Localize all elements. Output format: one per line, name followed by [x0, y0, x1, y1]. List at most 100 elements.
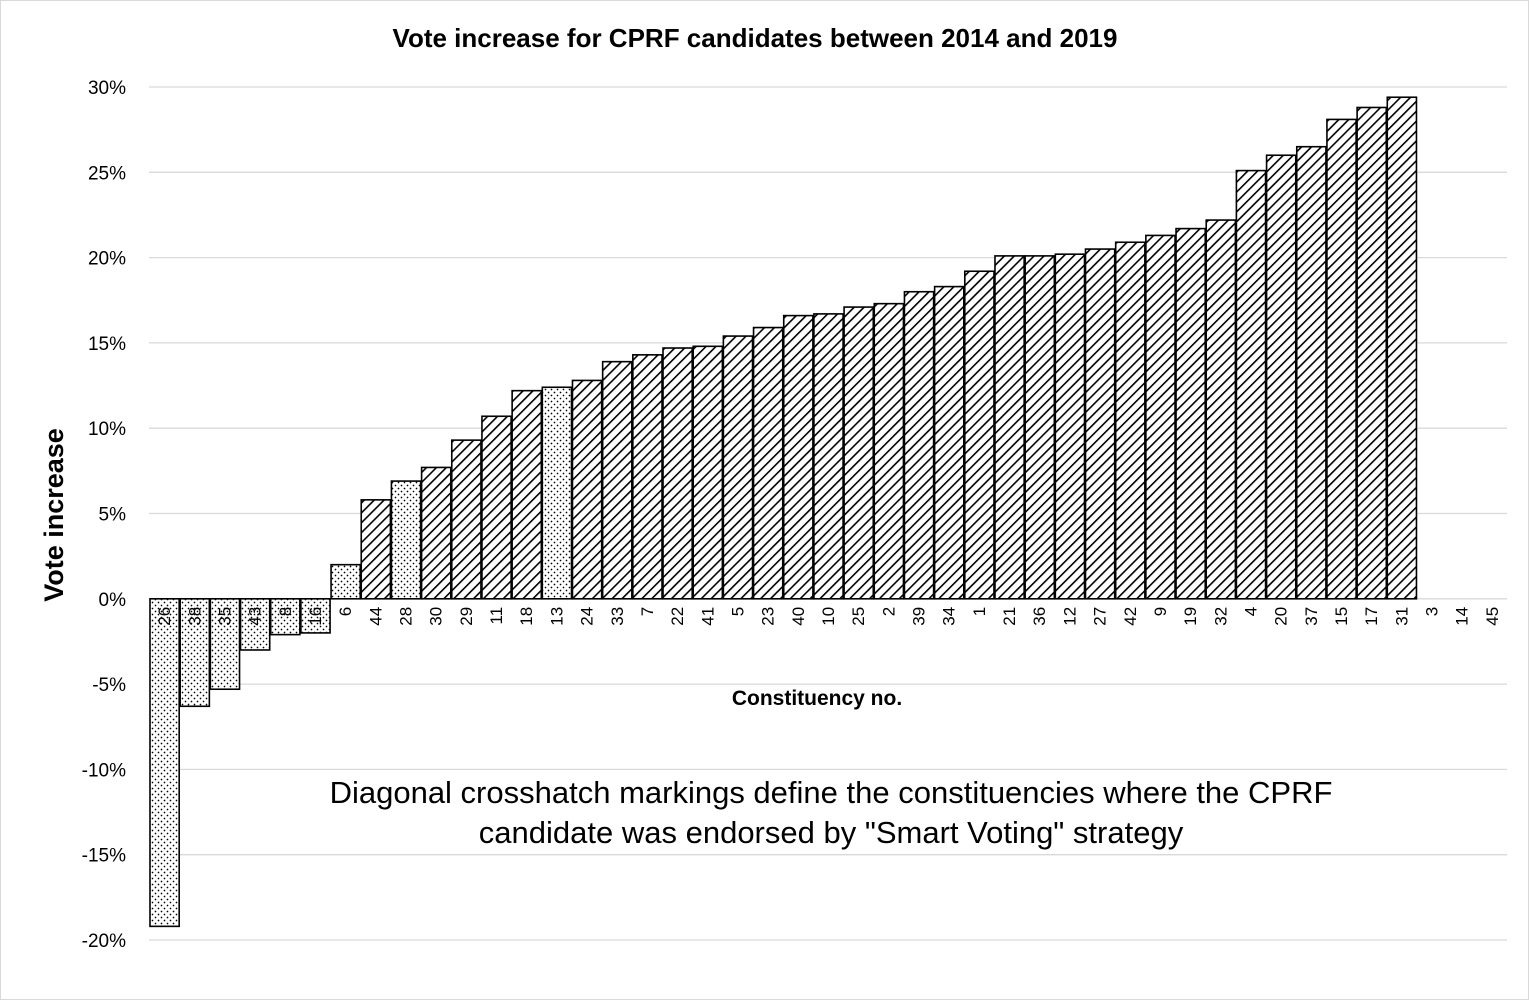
y-tick-label: -15%	[82, 846, 126, 867]
bar-19	[1175, 227, 1207, 600]
bar-27	[1084, 248, 1116, 600]
category-label-15: 15	[1332, 607, 1351, 626]
category-label-3: 3	[1423, 607, 1442, 616]
bars	[149, 96, 1418, 928]
bar-42	[1114, 241, 1146, 600]
y-tick-label: 10%	[88, 419, 126, 440]
category-label-16: 16	[306, 607, 325, 626]
category-label-13: 13	[547, 607, 566, 626]
bar-23	[752, 326, 784, 600]
category-label-36: 36	[1030, 607, 1049, 626]
category-label-12: 12	[1060, 607, 1079, 626]
category-label-42: 42	[1121, 607, 1140, 626]
bar-6	[330, 563, 362, 600]
annotation-line-1: Diagonal crosshatch markings define the …	[330, 775, 1333, 810]
category-label-33: 33	[608, 607, 627, 626]
bar-32	[1205, 219, 1237, 600]
category-label-20: 20	[1272, 607, 1291, 626]
bar-5	[722, 335, 754, 600]
category-label-26: 26	[155, 607, 174, 626]
bar-4	[1235, 169, 1267, 600]
category-label-23: 23	[759, 607, 778, 626]
bar-39	[903, 290, 935, 600]
x-axis-title: Constituency no.	[732, 687, 902, 710]
bar-8	[269, 597, 301, 636]
y-tick-label: 5%	[99, 505, 127, 526]
y-tick-labels: 30% 25% 20% 15% 10% 5% 0% -5% -10% -15% -20%	[82, 78, 126, 952]
y-tick-label: 25%	[88, 163, 126, 184]
bar-9	[1145, 234, 1176, 600]
bar-25	[843, 306, 875, 600]
category-label-6: 6	[336, 607, 355, 616]
category-label-11: 11	[487, 607, 506, 625]
category-label-40: 40	[789, 607, 808, 626]
bar-11	[481, 415, 512, 600]
bar-2	[873, 302, 905, 600]
category-label-14: 14	[1453, 607, 1472, 626]
bar-17	[1356, 106, 1388, 600]
bar-38	[179, 597, 211, 708]
bar-15	[1326, 118, 1357, 600]
category-label-39: 39	[910, 607, 929, 626]
y-tick-label: -5%	[92, 675, 126, 696]
category-label-25: 25	[849, 607, 868, 626]
bar-44	[360, 499, 392, 600]
category-label-7: 7	[638, 607, 657, 616]
category-label-44: 44	[366, 607, 385, 626]
bar-26	[149, 597, 180, 928]
category-label-30: 30	[427, 607, 446, 626]
category-label-17: 17	[1362, 607, 1381, 626]
y-tick-label: 30%	[88, 78, 126, 99]
bar-29	[450, 439, 482, 600]
category-label-37: 37	[1302, 607, 1321, 626]
category-label-19: 19	[1181, 607, 1200, 626]
y-tick-label: 0%	[99, 590, 127, 611]
bar-31	[1386, 96, 1418, 600]
bar-13	[541, 386, 573, 600]
bar-7	[632, 354, 663, 600]
bar-20	[1265, 154, 1297, 600]
y-tick-label: -10%	[82, 760, 126, 781]
category-label-27: 27	[1091, 607, 1110, 626]
bar-12	[1054, 253, 1086, 600]
category-label-34: 34	[940, 607, 959, 626]
bar-22	[662, 347, 693, 600]
category-label-35: 35	[215, 607, 234, 626]
category-label-5: 5	[728, 607, 747, 616]
bar-33	[601, 360, 633, 600]
category-label-38: 38	[185, 607, 204, 626]
category-label-22: 22	[668, 607, 687, 626]
category-label-43: 43	[246, 607, 265, 626]
bar-30	[420, 466, 452, 600]
bar-28	[390, 480, 422, 600]
category-label-24: 24	[578, 607, 597, 626]
category-label-4: 4	[1241, 607, 1260, 616]
category-label-41: 41	[698, 607, 717, 626]
chart-title: Vote increase for CPRF candidates betwee…	[393, 23, 1118, 53]
bar-35	[209, 597, 241, 691]
annotation-line-2: candidate was endorsed by "Smart Voting"…	[479, 815, 1184, 850]
bar-37	[1295, 145, 1327, 600]
category-label-21: 21	[1000, 607, 1019, 626]
y-axis-title: Vote increase	[39, 428, 69, 602]
bar-18	[511, 389, 543, 600]
bar-10	[813, 313, 844, 600]
bar-41	[692, 345, 724, 600]
bar-1	[963, 270, 995, 600]
bar-21	[994, 255, 1025, 600]
y-tick-label: -20%	[82, 931, 126, 952]
category-label-32: 32	[1211, 607, 1230, 626]
category-label-45: 45	[1483, 607, 1502, 626]
category-label-28: 28	[397, 607, 416, 626]
category-label-29: 29	[457, 607, 476, 626]
category-label-18: 18	[517, 607, 536, 626]
bar-34	[933, 285, 965, 600]
bar-40	[782, 314, 814, 600]
category-label-8: 8	[276, 607, 295, 616]
category-label-1: 1	[970, 607, 989, 616]
category-labels: 26 38 35 43 8 16 6 44 28 30 29 11 18 13 24 33 7 22 41 5 23 40…	[155, 607, 1502, 626]
category-label-10: 10	[819, 607, 838, 626]
y-tick-label: 15%	[88, 334, 126, 355]
bar-43	[239, 597, 271, 651]
